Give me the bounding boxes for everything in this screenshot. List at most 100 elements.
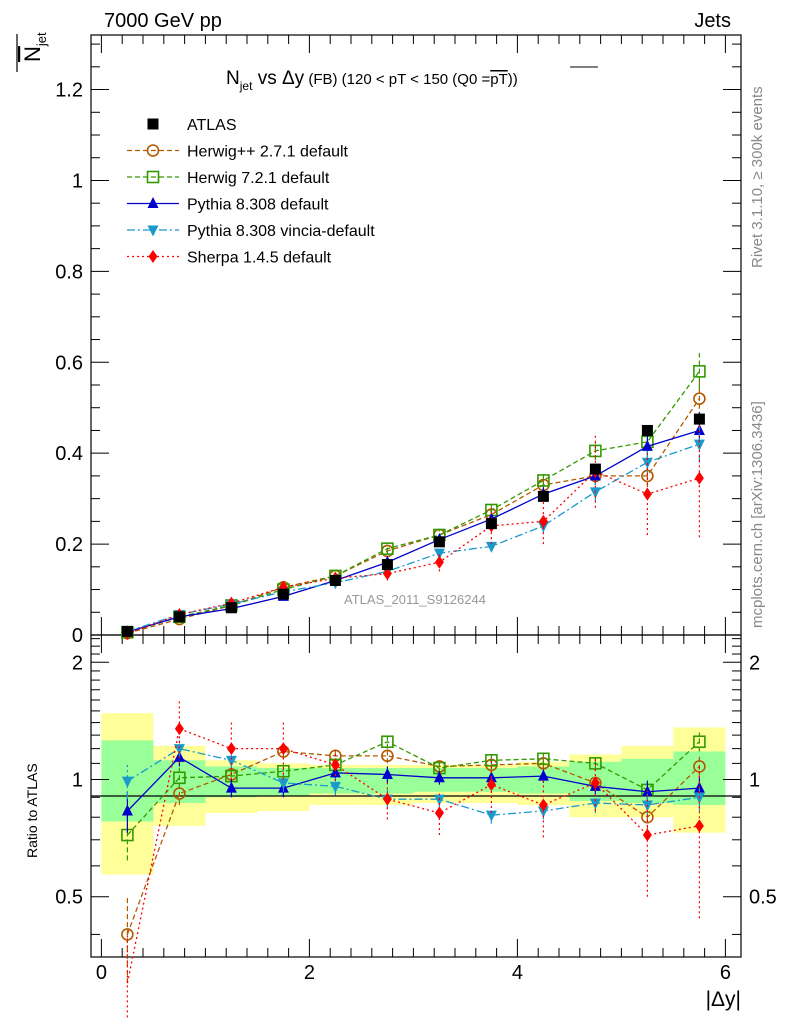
ylabel-ratio: Ratio to ATLAS: [24, 763, 40, 858]
ratio-point-Sherpa: [642, 828, 652, 842]
legend-marker-Herwig++: [146, 144, 160, 157]
ratio-line: [126, 741, 700, 836]
point-Sherpa: [434, 555, 444, 569]
ratio-series: [121, 700, 706, 1018]
legend-marker-Pythia: [147, 197, 159, 208]
ratio-point-Vincia: [329, 781, 341, 793]
ratio-point-Vincia: [485, 810, 497, 822]
main-y-tick-label: 0.4: [55, 443, 83, 465]
point-ATLAS: [641, 424, 653, 436]
point-Sherpa: [642, 487, 652, 501]
main-y-tick-label: 0: [72, 625, 83, 647]
ratio-point-Herwig7: [693, 735, 706, 749]
point-ATLAS: [433, 536, 445, 548]
ratio-series-Sherpa: [126, 700, 704, 1018]
ratio-y-tick-label-right: 1: [749, 769, 760, 791]
main-y-axis: 0 0.2 0.4 0.6 0.8 1 1.2: [55, 43, 741, 647]
x-tick-label: 0: [96, 962, 107, 984]
point-Vincia: [485, 541, 497, 553]
point-ATLAS: [225, 602, 237, 614]
ratio-point-Herwig7: [537, 752, 550, 766]
main-y-tick-label: 1: [72, 170, 83, 192]
point-Vincia: [589, 487, 601, 499]
side-text-rivet: Rivet 3.1.10, ≥ 300k events: [749, 86, 766, 268]
legend-marker-Sherpa: [148, 250, 158, 263]
main-y-tick-label: 0.2: [55, 534, 83, 556]
ylabel-main: Njet: [20, 32, 49, 62]
ratio-point-Pythia: [225, 781, 237, 793]
ylabel-main-sub: jet: [34, 32, 49, 47]
ratio-y-tick-label-right: 0.5: [749, 887, 777, 909]
ratio-point-Sherpa: [174, 722, 184, 736]
main-series: [121, 353, 706, 641]
ratio-point-Herwig7: [277, 764, 290, 778]
header-right: Jets: [694, 10, 731, 32]
point-Pythia: [641, 439, 653, 451]
ratio-point-Vincia: [277, 778, 289, 790]
title-range: (120 < pT < 150 (Q0 =: [338, 71, 491, 88]
ratio-point-Sherpa: [434, 806, 444, 820]
point-ATLAS: [329, 574, 341, 586]
legend: ATLAS Herwig++ 2.7.1 default Herwig 7.2.1 …: [127, 117, 375, 267]
legend-label: Pythia 8.308 default: [187, 197, 329, 214]
ylabel-main-sym: N: [20, 46, 45, 62]
uncertainty-bands: [101, 713, 726, 875]
point-ATLAS: [589, 463, 601, 475]
legend-marker-ATLAS: [147, 118, 159, 130]
side-text-mcplots: mcplots.cern.ch [arXiv:1306.3436]: [749, 401, 766, 628]
title-sub: jet: [239, 79, 253, 93]
main-y-tick-label: 0.6: [55, 352, 83, 374]
ratio-point-Sherpa: [590, 776, 600, 790]
series-line: [127, 443, 700, 632]
point-Vincia: [433, 548, 445, 560]
legend-label: Herwig++ 2.7.1 default: [187, 144, 349, 161]
title-fb: (FB): [304, 71, 337, 88]
series-line: [127, 370, 700, 633]
title-vs: vs Δy: [252, 68, 304, 89]
ratio-y-tick-label: 1: [72, 769, 83, 791]
header-left: 7000 GeV pp: [104, 10, 222, 32]
legend-label: Pythia 8.308 vincia-default: [187, 223, 375, 240]
ratio-point-Herwig7: [589, 757, 602, 770]
ratio-point-Vincia: [225, 755, 237, 767]
ratio-line: [126, 756, 700, 812]
ratio-point-Herwig++: [121, 928, 134, 941]
x-tick-label: 6: [720, 962, 731, 984]
legend-marker-Vincia: [147, 225, 159, 237]
ratio-y-axis: 0.5 0.5 1 1 2 2: [55, 638, 777, 935]
ratio-point-Vincia: [121, 776, 133, 788]
ratio-point-Sherpa: [694, 819, 704, 833]
ratio-y-tick-label: 2: [72, 652, 83, 674]
ratio-point-Vincia: [173, 744, 185, 756]
ratio-point-Vincia: [433, 794, 445, 806]
point-ATLAS: [173, 611, 185, 623]
x-tick-label: 4: [512, 962, 523, 984]
ratio-point-Sherpa: [538, 798, 548, 812]
x-tick-label: 2: [304, 962, 315, 984]
title-close: )): [508, 71, 518, 88]
legend-label: Herwig 7.2.1 default: [187, 170, 330, 187]
ratio-point-Sherpa: [486, 778, 496, 792]
xlabel: |Δy|: [706, 988, 741, 1011]
ratio-line: [126, 727, 700, 984]
ratio-point-Pythia: [537, 769, 549, 781]
point-Sherpa: [694, 471, 704, 485]
point-Herwig7: [381, 542, 394, 555]
point-ATLAS: [693, 413, 705, 425]
ratio-point-Sherpa: [278, 742, 288, 756]
ratio-point-Pythia: [381, 767, 393, 779]
svg-text:Njet: Njet: [20, 32, 49, 62]
point-Herwig7: [693, 365, 706, 378]
point-ATLAS: [485, 518, 497, 530]
series-ATLAS: [121, 413, 705, 637]
point-Sherpa: [382, 567, 392, 581]
legend-label: ATLAS: [187, 117, 237, 134]
point-ATLAS: [537, 490, 549, 502]
ratio-y-tick-label: 0.5: [55, 887, 83, 909]
point-Herwig++: [693, 392, 706, 405]
point-Vincia: [693, 439, 705, 451]
ratio-point-Herwig7: [173, 771, 186, 785]
ratio-y-tick-label-right: 2: [749, 652, 760, 674]
ratio-point-Pythia: [329, 766, 341, 778]
